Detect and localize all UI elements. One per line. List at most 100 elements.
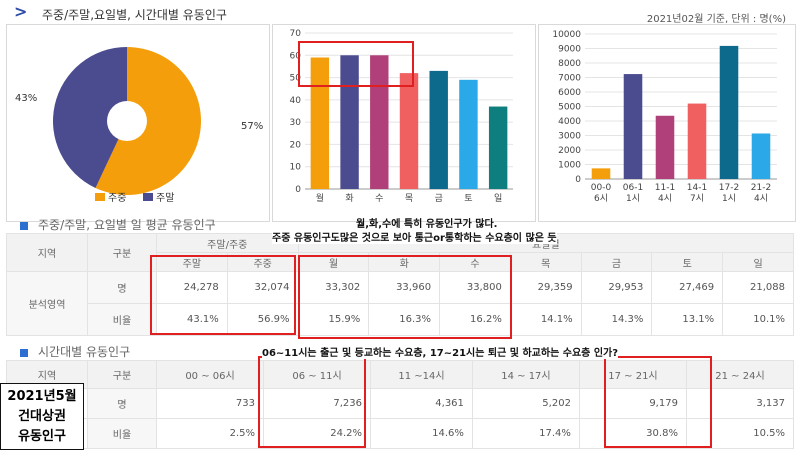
y-tick-label: 5000: [558, 103, 581, 113]
weekday-bar-chart: 0 10 20 30 40 50 60 70 월 화 수 목 금 토 일: [290, 29, 513, 204]
y-tick-label: 20: [290, 140, 302, 150]
table-cell: 27,469: [651, 271, 724, 304]
column-header: 화: [368, 252, 441, 272]
x-tick-label: 수: [375, 193, 383, 204]
table-cell: 24,278: [156, 271, 228, 304]
section-bullet-icon: [20, 221, 28, 230]
column-header: 주중: [226, 252, 299, 272]
bar-2: [370, 55, 389, 190]
bar-1: [623, 74, 643, 179]
y-tick-label: 7000: [558, 74, 581, 84]
x-tick-label: 1시: [722, 193, 736, 204]
y-tick-label: 1000: [558, 161, 581, 171]
table-cell: 29,953: [580, 271, 653, 304]
bar-5: [751, 133, 771, 179]
annotation-note-1: 월,화,수에 특히 유동인구가 많다.: [356, 219, 498, 230]
y-tick-label: 0: [575, 175, 581, 185]
table-cell: 733: [155, 388, 265, 419]
bar-4: [719, 45, 739, 180]
table-cell: 10.1%: [722, 303, 794, 336]
x-tick-label: 1시: [626, 193, 640, 204]
pie-slice-0: [95, 47, 201, 195]
table-cell: 43.1%: [156, 303, 228, 336]
column-header: 주말: [156, 252, 228, 272]
table-cell: 3,137: [685, 388, 795, 419]
pie-chart-panel: 43% 57% 주중 주말: [6, 24, 270, 222]
column-header: 월: [297, 252, 370, 272]
column-header: 21 ~ 24시: [685, 360, 795, 389]
table-cell: 30.8%: [578, 418, 687, 449]
pie-slices: [53, 46, 201, 195]
table-cell: 56.9%: [226, 303, 299, 336]
row-label: 명: [87, 388, 157, 419]
x-tick-label: 17-2: [719, 183, 739, 193]
y-tick-label: 2000: [558, 146, 581, 156]
table-cell: 32,074: [226, 271, 299, 304]
y-tick-label: 60: [290, 51, 302, 61]
x-tick-label: 14-1: [687, 183, 707, 193]
column-header: 토: [651, 252, 724, 272]
daily-table: 지역 구분 주말/주중 요일별 주말 주중 월 화 수 목 금 토 일 분석영역 명 24,278…: [6, 233, 795, 336]
x-tick-label: 목: [405, 193, 413, 204]
table-cell: 14.1%: [509, 303, 582, 336]
y-tick-label: 10: [290, 163, 302, 173]
section-title-daily: 주중/주말, 요일별 일 평균 유동인구: [20, 216, 216, 233]
column-header: 14 ~ 17시: [471, 360, 580, 389]
table-cell: 7,236: [263, 388, 372, 419]
column-header: 일: [722, 252, 794, 272]
table-cell: 9,179: [578, 388, 687, 419]
x-tick-label: 06-1: [623, 183, 643, 193]
header-gubun: 구분: [87, 233, 157, 272]
data-label-weekend: 43%: [15, 93, 37, 104]
table-cell: 16.3%: [368, 303, 441, 336]
pie-chart: 43% 57% 주중 주말: [15, 46, 263, 204]
row-label: 비율: [87, 303, 157, 336]
weekday-bar-chart-panel: 0 10 20 30 40 50 60 70 월 화 수 목 금 토 일: [272, 24, 536, 222]
table-cell: 16.2%: [439, 303, 511, 336]
column-header: 00 ~ 06시: [155, 360, 265, 389]
column-header: 06 ~ 11시: [263, 360, 372, 389]
bar-6: [488, 106, 508, 189]
y-tick-label: 40: [290, 96, 302, 106]
bar-5: [459, 79, 478, 189]
x-tick-label: 4시: [658, 193, 672, 204]
table-cell: 13.1%: [651, 303, 724, 336]
annotation-note-3: 06~11시는 출근 및 등교하는 수요층, 17~21시는 퇴근 및 하교하는…: [262, 344, 619, 359]
column-header: 17 ~ 21시: [578, 360, 687, 389]
x-tick-label: 00-0: [591, 183, 612, 193]
title-stamp: 2021년5월 건대상권 유동인구: [0, 383, 84, 450]
annotation-note-2: 주중 유동인구도많은 것으로 보아 통근or통학하는 수요층이 많은 듯: [272, 229, 557, 244]
pie-hole: [107, 101, 147, 141]
area-label: 분석영역: [6, 271, 88, 336]
x-tick-label: 21-2: [751, 183, 771, 193]
x-tick-label: 화: [345, 193, 353, 204]
y-tick-label: 8000: [558, 59, 581, 69]
table-cell: 21,088: [722, 271, 794, 304]
y-tick-label: 4000: [558, 117, 581, 127]
y-tick-label: 50: [290, 74, 302, 84]
table-cell: 10.5%: [685, 418, 795, 449]
table-cell: 5,202: [471, 388, 580, 419]
time-bar-chart-panel: 0 1000 2000 3000 4000 5000 6000 7000 8000 9000 100…: [538, 24, 796, 222]
legend-label-weekend: 주말: [156, 192, 174, 204]
row-label: 비율: [87, 418, 157, 449]
section-bullet-icon: [20, 348, 28, 357]
y-tick-label: 6000: [558, 88, 581, 98]
chevron-right-icon: >: [14, 2, 28, 21]
table-cell: 33,302: [297, 271, 370, 304]
legend-label-weekday: 주중: [108, 192, 126, 204]
y-tick-label: 10000: [552, 30, 581, 40]
header-weekend-weekday: 주말/주중: [156, 233, 299, 253]
table-cell: 33,800: [439, 271, 511, 304]
y-tick-label: 3000: [558, 132, 581, 142]
x-tick-label: 7시: [690, 193, 704, 204]
x-tick-label: 일: [494, 193, 502, 204]
column-header: 금: [580, 252, 653, 272]
table-cell: 4,361: [370, 388, 473, 419]
y-tick-label: 0: [295, 185, 301, 195]
table-cell: 29,359: [509, 271, 582, 304]
table-cell: 15.9%: [297, 303, 370, 336]
table-cell: 14.6%: [370, 418, 473, 449]
bar-3: [687, 103, 707, 179]
x-tick-label: 토: [464, 194, 472, 204]
